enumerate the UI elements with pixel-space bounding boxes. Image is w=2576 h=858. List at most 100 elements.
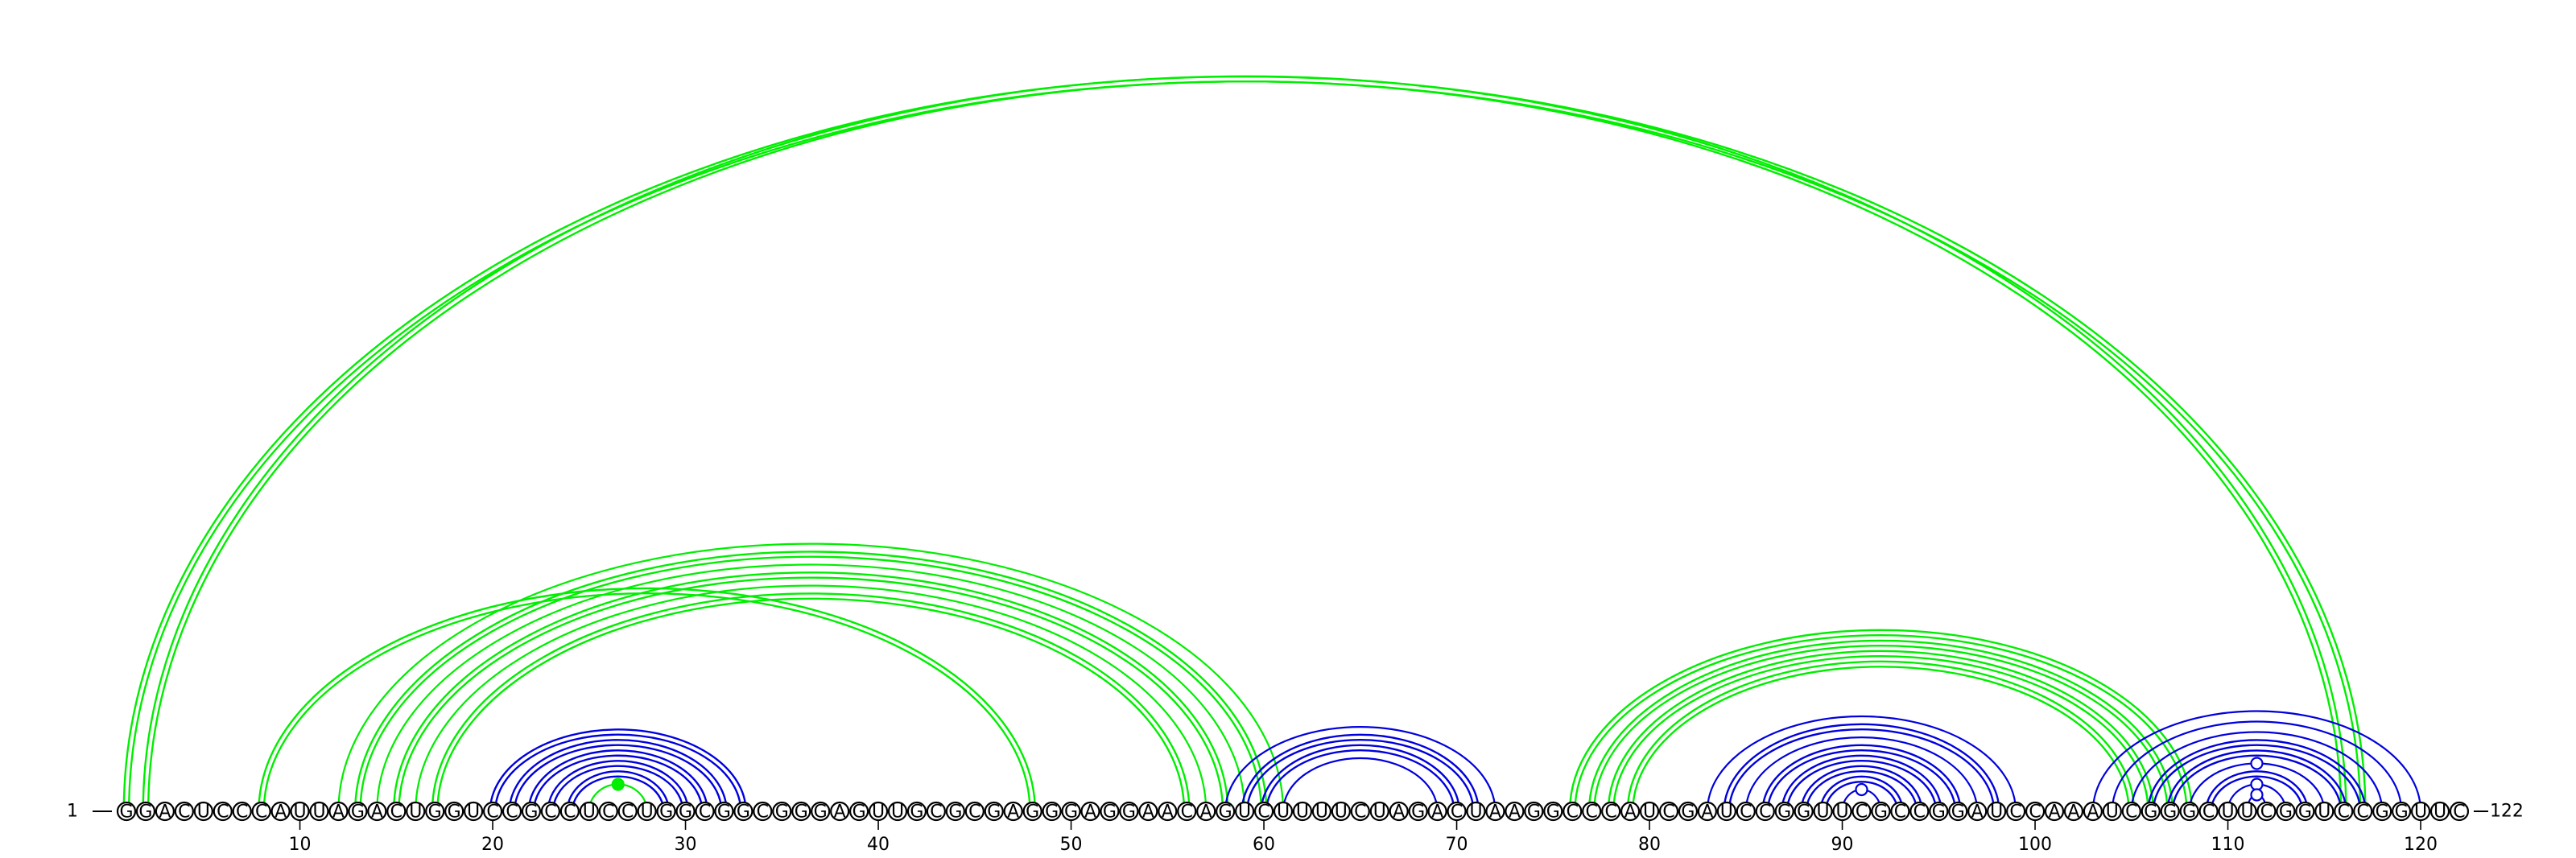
pair-arc-2-116 xyxy=(142,75,2347,812)
nucleotide-circle xyxy=(791,801,811,822)
nucleotide-letter: C xyxy=(1181,802,1193,823)
nucleotide-circle xyxy=(1524,801,1544,822)
nucleotide-60: C xyxy=(1253,801,1274,823)
arc-stroke xyxy=(337,542,1285,812)
pair-arc-78-106 xyxy=(1607,650,2155,812)
nucleotide-letter: C xyxy=(930,802,942,823)
nucleotide-circle xyxy=(1216,801,1236,822)
nucleotide-letter: C xyxy=(2009,802,2021,823)
nucleotide-letter: C xyxy=(1740,802,1752,823)
nucleotide-6: C xyxy=(213,801,233,823)
nucleotide-letter: C xyxy=(1894,802,1906,823)
nucleotide-99: C xyxy=(2006,801,2026,823)
arc-stroke xyxy=(258,587,1037,812)
nucleotide-letter: C xyxy=(2260,802,2273,823)
nucleotide-letter: U xyxy=(1335,802,1348,823)
arc-stroke xyxy=(494,733,742,812)
nucleotide-circle xyxy=(1061,801,1081,822)
pair-arc-1-117 xyxy=(122,75,2367,812)
nucleotide-letter: C xyxy=(1662,802,1674,823)
nucleotide-circle xyxy=(1408,801,1428,822)
nucleotide-55: A xyxy=(1158,801,1178,823)
arc-stroke xyxy=(1632,666,2130,812)
nucleotide-circle xyxy=(2160,801,2180,822)
nucleotide-letter: U xyxy=(1238,802,1251,823)
nucleotide-circle xyxy=(502,801,522,822)
arc-stroke xyxy=(1728,728,1996,812)
nucleotide-circle xyxy=(2353,801,2373,822)
nucleotide-circle xyxy=(1716,801,1736,822)
nucleotide-letter: C xyxy=(2029,802,2041,823)
nucleotide-letter: U xyxy=(641,802,654,823)
nucleotide-56: C xyxy=(1177,801,1197,823)
nucleotide-letter: U xyxy=(1296,802,1309,823)
nucleotide-circle xyxy=(617,801,638,822)
nucleotide-110: U xyxy=(2218,801,2238,823)
nucleotide-circle xyxy=(2372,801,2392,822)
arc-stroke xyxy=(527,749,708,812)
nucleotide-circle xyxy=(1080,801,1100,822)
nucleotide-circle xyxy=(1196,801,1216,822)
nucleotide-letter: C xyxy=(255,802,267,823)
nucleotide-circle xyxy=(559,801,580,822)
arc-stroke xyxy=(376,563,1246,812)
arc-stroke xyxy=(1241,733,1480,812)
nucleotide-letter: G xyxy=(2376,802,2389,823)
nucleotide-letter: G xyxy=(1681,802,1695,823)
nucleotide-letter: C xyxy=(1759,802,1771,823)
nucleotide-circle xyxy=(1466,801,1486,822)
nucleotide-letter: C xyxy=(2357,802,2369,823)
nucleotide-circle xyxy=(1447,801,1467,822)
nucleotide-circle xyxy=(1890,801,1910,822)
nucleotide-letter: U xyxy=(1817,802,1830,823)
arc-stroke xyxy=(532,754,704,812)
arc-stroke xyxy=(1744,736,1979,812)
nucleotide-95: G xyxy=(1929,801,1949,823)
nucleotide-45: C xyxy=(964,801,985,823)
pair-arc-108-115 xyxy=(2188,757,2326,812)
pair-arc-106-117 xyxy=(2147,739,2367,812)
nucleotide-circle xyxy=(1003,801,1023,822)
arc-stroke xyxy=(1246,739,1475,812)
sequence-backbone: 1 122 xyxy=(67,802,2524,822)
tick-10: 10 xyxy=(289,821,312,855)
nucleotide-letter: U xyxy=(2106,802,2119,823)
nucleotide-circle xyxy=(1678,801,1699,822)
nucleotide-letter: C xyxy=(486,802,498,823)
nucleotide-circle xyxy=(1948,801,1968,822)
nucleotide-circle xyxy=(868,801,889,822)
nucleotide-letter: G xyxy=(1219,802,1232,823)
nucleotide-letter: G xyxy=(1045,802,1059,823)
pair-arc-61-69 xyxy=(1282,757,1439,812)
nucleotide-letter: U xyxy=(872,802,885,823)
nucleotide-letter: G xyxy=(524,802,538,823)
nucleotide-letter: C xyxy=(2125,802,2137,823)
nucleotide-letter: G xyxy=(814,802,828,823)
nucleotide-letter: G xyxy=(1026,802,1039,823)
nucleotide-letter: G xyxy=(1932,802,1946,823)
nucleotide-circle xyxy=(116,801,137,822)
nucleotide-circle xyxy=(675,801,696,822)
pair-arc-59-71 xyxy=(1241,733,1480,812)
nucleotide-circle xyxy=(1755,801,1775,822)
pair-arc-76-108 xyxy=(1568,629,2194,812)
nucleotide-letter: A xyxy=(1431,802,1443,823)
nucleotide-circle xyxy=(1177,801,1197,822)
nucleotide-17: G xyxy=(425,801,445,823)
nucleotide-circle xyxy=(193,801,213,822)
nucleotide-28: U xyxy=(637,801,657,823)
nucleotide-letter: C xyxy=(1856,802,1868,823)
nucleotide-letter: U xyxy=(1643,802,1656,823)
arc-stroke xyxy=(1593,645,2169,812)
nucleotide-15: C xyxy=(386,801,407,823)
nucleotide-letter: G xyxy=(1546,802,1560,823)
nucleotide-circle xyxy=(1987,801,2007,822)
nucleotide-52: G xyxy=(1100,801,1120,823)
tick-40: 40 xyxy=(867,821,890,855)
nucleotide-letter: A xyxy=(332,802,345,823)
nucleotide-118: G xyxy=(2372,801,2392,823)
nucleotide-circle xyxy=(1119,801,1139,822)
base-pair-arcs xyxy=(122,75,2422,812)
nucleotide-119: G xyxy=(2392,801,2412,823)
